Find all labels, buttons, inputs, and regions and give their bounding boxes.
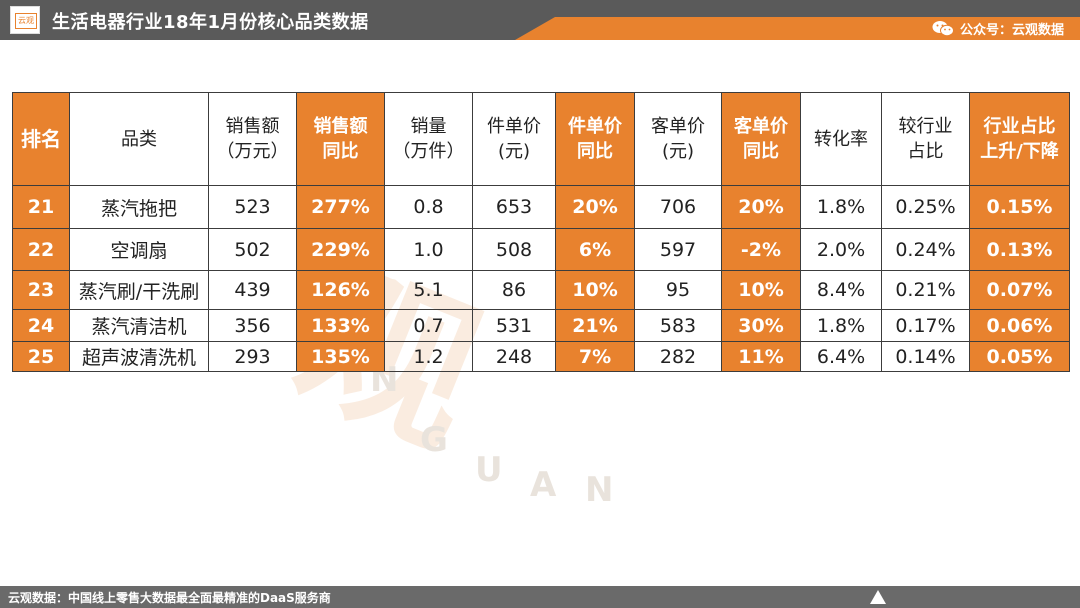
table-cell: 706 bbox=[634, 185, 722, 229]
table-cell: 21% bbox=[555, 309, 635, 342]
table-cell: 30% bbox=[721, 309, 801, 342]
table-cell: 1.8% bbox=[800, 185, 882, 229]
table-cell: 248 bbox=[472, 341, 556, 372]
table-cell: 6.4% bbox=[800, 341, 882, 372]
wechat-icon bbox=[932, 21, 954, 37]
table-cell: 502 bbox=[208, 228, 297, 271]
column-header: 销售额 （万元） bbox=[208, 92, 297, 186]
table-cell: 0.13% bbox=[969, 228, 1070, 271]
table-cell: 0.06% bbox=[969, 309, 1070, 342]
table-cell: 653 bbox=[472, 185, 556, 229]
category-data-table: 排名 品类 销售额 （万元） 销售额 同比 销量 （万件） 件单价 (元) 件单价 同比 客单… bbox=[12, 92, 1070, 372]
table-cell: -2% bbox=[721, 228, 801, 271]
table-cell: 282 bbox=[634, 341, 722, 372]
triangle-icon bbox=[870, 590, 886, 604]
table-cell: 6% bbox=[555, 228, 635, 271]
table-cell: 0.21% bbox=[881, 270, 970, 310]
table-cell: 597 bbox=[634, 228, 722, 271]
watermark-letter: U bbox=[475, 450, 503, 490]
category-cell: 蒸汽清洁机 bbox=[69, 309, 209, 342]
table-cell: 531 bbox=[472, 309, 556, 342]
account-label: 公众号：云观数据 bbox=[959, 23, 1064, 38]
rank-cell: 21 bbox=[12, 185, 70, 229]
column-header: 排名 bbox=[12, 92, 70, 186]
table-cell: 0.17% bbox=[881, 309, 970, 342]
column-header: 客单价 同比 bbox=[721, 92, 801, 186]
table-cell: 0.25% bbox=[881, 185, 970, 229]
table-cell: 277% bbox=[296, 185, 385, 229]
table-cell: 20% bbox=[721, 185, 801, 229]
table-cell: 293 bbox=[208, 341, 297, 372]
rank-cell: 25 bbox=[12, 341, 70, 372]
category-cell: 超声波清洗机 bbox=[69, 341, 209, 372]
table-cell: 20% bbox=[555, 185, 635, 229]
rank-cell: 23 bbox=[12, 270, 70, 310]
table-cell: 95 bbox=[634, 270, 722, 310]
table-cell: 523 bbox=[208, 185, 297, 229]
table-row: 24 蒸汽清洁机 356 133% 0.7 531 21% 583 30% 1.8% 0.17% 0.… bbox=[12, 309, 1070, 342]
table-row: 25 超声波清洗机 293 135% 1.2 248 7% 282 11% 6.4% 0.14% 0.… bbox=[12, 341, 1070, 372]
column-header: 较行业 占比 bbox=[881, 92, 970, 186]
table-row: 23 蒸汽刷/干洗刷 439 126% 5.1 86 10% 95 10% 8.4% 0.21% 0.… bbox=[12, 270, 1070, 310]
table-cell: 1.2 bbox=[384, 341, 473, 372]
rank-cell: 24 bbox=[12, 309, 70, 342]
watermark-letter: N bbox=[585, 470, 614, 510]
header-bar: 云观 生活电器行业18年1月份核心品类数据 公众号：云观数据 bbox=[0, 0, 1080, 40]
wechat-account: 公众号：云观数据 bbox=[932, 19, 1064, 38]
table-cell: 0.15% bbox=[969, 185, 1070, 229]
column-header: 行业占比 上升/下降 bbox=[969, 92, 1070, 186]
table-cell: 0.7 bbox=[384, 309, 473, 342]
table-cell: 10% bbox=[555, 270, 635, 310]
table-cell: 133% bbox=[296, 309, 385, 342]
column-header: 客单价 (元) bbox=[634, 92, 722, 186]
table-cell: 0.05% bbox=[969, 341, 1070, 372]
page-title: 生活电器行业18年1月份核心品类数据 bbox=[52, 12, 369, 33]
logo-text: 云观 bbox=[15, 13, 37, 29]
column-header: 件单价 (元) bbox=[472, 92, 556, 186]
table-row: 22 空调扇 502 229% 1.0 508 6% 597 -2% 2.0% 0.24% 0.13% bbox=[12, 228, 1070, 271]
column-header: 销量 （万件） bbox=[384, 92, 473, 186]
column-header: 品类 bbox=[69, 92, 209, 186]
table-cell: 229% bbox=[296, 228, 385, 271]
footer-text: 云观数据：中国线上零售大数据最全面最精准的DaaS服务商 bbox=[8, 591, 331, 605]
table-cell: 0.14% bbox=[881, 341, 970, 372]
footer-bar: 云观数据：中国线上零售大数据最全面最精准的DaaS服务商 bbox=[0, 586, 1080, 608]
table-cell: 439 bbox=[208, 270, 297, 310]
table-cell: 10% bbox=[721, 270, 801, 310]
category-cell: 空调扇 bbox=[69, 228, 209, 271]
column-header: 件单价 同比 bbox=[555, 92, 635, 186]
table-cell: 356 bbox=[208, 309, 297, 342]
table-cell: 1.8% bbox=[800, 309, 882, 342]
watermark-letter: G bbox=[420, 420, 448, 460]
table-cell: 508 bbox=[472, 228, 556, 271]
rank-cell: 22 bbox=[12, 228, 70, 271]
logo: 云观 bbox=[10, 6, 40, 34]
column-header: 销售额 同比 bbox=[296, 92, 385, 186]
table-cell: 135% bbox=[296, 341, 385, 372]
table-cell: 7% bbox=[555, 341, 635, 372]
category-cell: 蒸汽拖把 bbox=[69, 185, 209, 229]
table-cell: 126% bbox=[296, 270, 385, 310]
column-header: 转化率 bbox=[800, 92, 882, 186]
table-cell: 583 bbox=[634, 309, 722, 342]
table-cell: 0.07% bbox=[969, 270, 1070, 310]
table-cell: 8.4% bbox=[800, 270, 882, 310]
table-cell: 0.24% bbox=[881, 228, 970, 271]
table-header-row: 排名 品类 销售额 （万元） 销售额 同比 销量 （万件） 件单价 (元) 件单价 同比 客单… bbox=[12, 92, 1070, 186]
watermark-letter: A bbox=[530, 465, 557, 505]
table-cell: 5.1 bbox=[384, 270, 473, 310]
table-row: 21 蒸汽拖把 523 277% 0.8 653 20% 706 20% 1.8% 0.25% 0.1… bbox=[12, 185, 1070, 229]
table-cell: 2.0% bbox=[800, 228, 882, 271]
table-cell: 11% bbox=[721, 341, 801, 372]
table-cell: 86 bbox=[472, 270, 556, 310]
table-cell: 1.0 bbox=[384, 228, 473, 271]
table-cell: 0.8 bbox=[384, 185, 473, 229]
category-cell: 蒸汽刷/干洗刷 bbox=[69, 270, 209, 310]
